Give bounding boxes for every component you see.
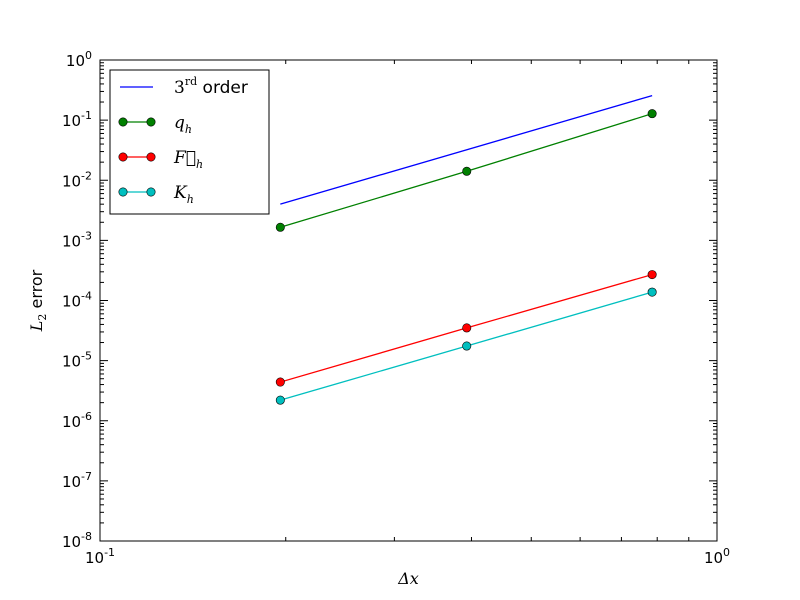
legend-entry: Kh (118, 183, 194, 206)
legend-marker (146, 117, 156, 127)
y-tick-label: 10-8 (62, 530, 92, 551)
legend-marker (146, 187, 156, 197)
y-tick-label: 10-4 (62, 290, 92, 311)
data-point (275, 395, 285, 405)
series-2 (275, 270, 657, 387)
legend-box (109, 69, 270, 215)
data-point (275, 377, 285, 387)
legend-entry: qh (118, 113, 192, 136)
data-point (462, 341, 472, 351)
y-tick-label: 10-1 (62, 109, 92, 130)
legend-label: qh (174, 113, 192, 136)
legend-label: Kh (173, 183, 194, 206)
y-tick-label: 10-7 (62, 470, 92, 491)
y-tick-label: 10-3 (62, 229, 92, 250)
legend-label: 3rd order (174, 75, 248, 98)
series-1 (275, 109, 657, 232)
plot-area (275, 94, 657, 405)
legend-marker (118, 152, 128, 162)
data-point (647, 109, 657, 119)
legend-marker (146, 152, 156, 162)
x-tick-label: 10-1 (85, 546, 115, 567)
tick-labels: 10-1 100 10-8 10-7 10-6 10-5 10-4 10-3 10-2 10-1 1… (62, 49, 730, 567)
series-0 (280, 94, 653, 205)
legend: 3rd order qh F⃗h Kh (109, 69, 270, 215)
y-tick-label: 10-5 (62, 350, 92, 371)
legend-marker (118, 187, 128, 197)
data-point (647, 270, 657, 280)
data-point (462, 323, 472, 333)
y-tick-label: 10-2 (62, 169, 92, 190)
tick-marks (99, 59, 718, 542)
x-tick-label: 100 (704, 546, 730, 567)
legend-entry: F⃗h (118, 148, 203, 171)
legend-marker (118, 117, 128, 127)
data-point (275, 222, 285, 232)
series-3 (275, 287, 657, 405)
data-point (647, 287, 657, 297)
legend-entry: 3rd order (120, 75, 248, 98)
legend-label: F⃗h (173, 148, 203, 171)
series-line (280, 94, 653, 205)
y-axis-title: L2 error (27, 269, 49, 332)
y-tick-label: 100 (66, 49, 92, 70)
data-point (462, 166, 472, 176)
y-tick-label: 10-6 (62, 410, 92, 431)
x-axis-title: Δx (397, 569, 419, 588)
